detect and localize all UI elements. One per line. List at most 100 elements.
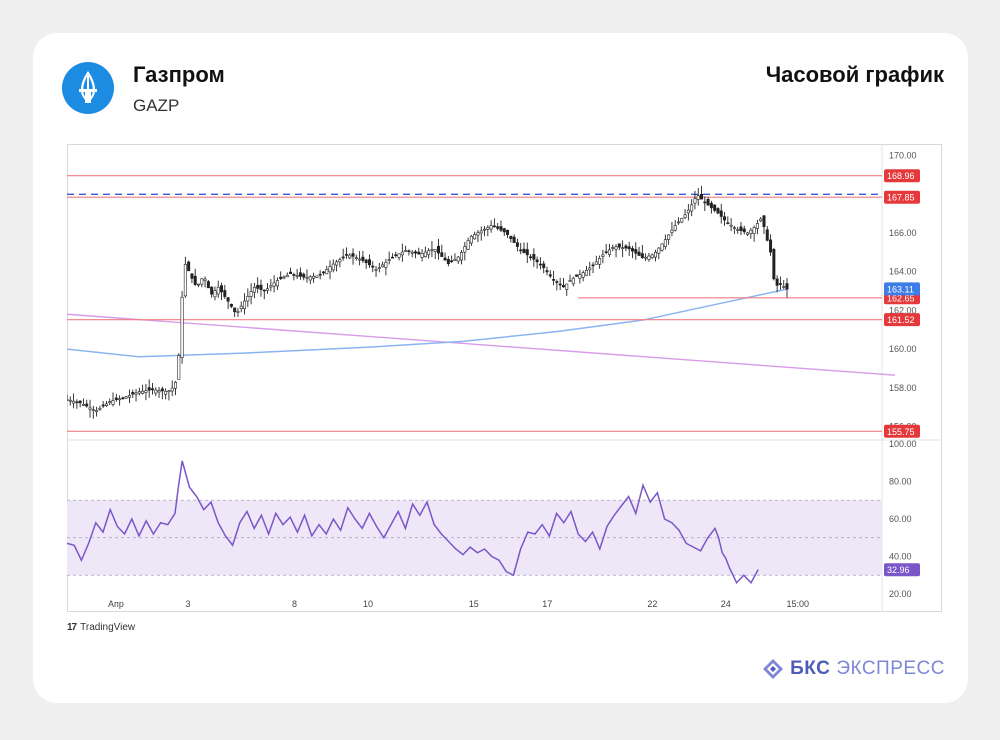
x-tick-label: 24: [721, 599, 731, 609]
candle-body: [348, 254, 352, 259]
candle-body: [223, 290, 227, 297]
candle-body: [440, 252, 444, 257]
candle-body: [739, 226, 743, 231]
candle-body: [552, 279, 556, 281]
rsi-last-label: 32.96: [887, 565, 910, 575]
company-name: Газпром: [133, 62, 225, 87]
candle-body: [466, 240, 470, 250]
candle-body: [197, 283, 201, 286]
candle-body: [690, 204, 694, 212]
candle-body: [67, 399, 69, 401]
candle-body: [693, 198, 697, 204]
last-price-label: 163.11: [887, 284, 914, 294]
candle-body: [479, 230, 483, 234]
candle-body: [308, 276, 312, 281]
candle-body: [164, 391, 168, 395]
x-tick-label: 17: [542, 599, 552, 609]
candle-body: [134, 392, 138, 395]
candle-body: [68, 399, 72, 402]
candle-body: [154, 389, 158, 394]
candle-body: [703, 201, 707, 204]
candle-body: [193, 275, 197, 285]
bks-logo-icon: [763, 659, 784, 679]
candle-body: [302, 273, 306, 278]
candle-body: [483, 228, 487, 231]
x-tick-label: 22: [647, 599, 657, 609]
x-tick-label: 10: [363, 599, 373, 609]
candle-body: [295, 275, 299, 277]
candle-body: [726, 222, 730, 225]
candle-body: [131, 392, 135, 395]
candle-body: [653, 251, 657, 258]
rsi-tick-label: 60.00: [889, 514, 912, 524]
candle-body: [367, 259, 371, 266]
candle-body: [529, 256, 533, 259]
candle-body: [256, 284, 260, 289]
candle-body: [621, 247, 625, 249]
candle-body: [657, 247, 661, 254]
candle-body: [489, 225, 493, 230]
candle-body: [81, 404, 85, 406]
candle-body: [696, 195, 700, 200]
candle-body: [279, 276, 283, 280]
candle-body: [782, 286, 786, 288]
tradingview-icon: 17: [67, 622, 77, 633]
candle-body: [371, 265, 375, 268]
price-tick-label: 158.00: [889, 383, 917, 393]
candle-body: [275, 280, 279, 287]
candle-body: [233, 307, 237, 313]
candle-body: [663, 239, 667, 247]
candle-body: [187, 261, 191, 272]
candle-body: [561, 284, 565, 288]
candle-body: [525, 249, 529, 256]
candle-body: [509, 235, 513, 239]
candle-body: [229, 303, 233, 307]
candle-body: [627, 246, 631, 250]
candle-body: [292, 274, 296, 276]
candle-body: [335, 261, 339, 266]
candle-body: [262, 289, 266, 292]
chart-title: Часовой график: [765, 62, 944, 87]
candle-body: [272, 282, 276, 287]
candle-body: [463, 246, 467, 253]
candle-body: [341, 256, 345, 259]
candle-body: [394, 254, 398, 257]
candle-body: [312, 275, 316, 279]
level-label-bg: [884, 169, 920, 183]
candle-body: [387, 259, 391, 261]
candle-body: [469, 235, 473, 244]
candle-body: [772, 249, 776, 280]
candle-body: [91, 409, 95, 411]
candle-body: [397, 253, 401, 258]
candle-body: [443, 257, 447, 261]
candle-body: [282, 276, 286, 279]
candle-body: [85, 403, 89, 407]
candle-body: [598, 258, 602, 265]
price-chart[interactable]: 170.00168.00166.00164.00162.00160.00158.…: [67, 144, 942, 612]
level-label: 168.96: [887, 171, 915, 181]
candle-body: [591, 264, 595, 267]
candle-body: [713, 204, 717, 211]
candle-body: [269, 285, 273, 288]
candle-body: [535, 259, 539, 263]
candle-body: [762, 215, 766, 228]
candle-body: [515, 242, 519, 247]
candle-body: [723, 216, 727, 221]
candle-body: [785, 283, 789, 290]
candle-body: [522, 248, 526, 253]
candle-body: [325, 269, 329, 275]
candle-body: [607, 249, 611, 255]
candle-body: [473, 234, 477, 240]
candle-body: [246, 296, 250, 302]
candle-body: [746, 232, 750, 235]
candle-body: [630, 248, 634, 252]
last-price-label-bg: [884, 282, 920, 296]
candle-body: [318, 273, 322, 276]
x-tick-label: 15:00: [787, 599, 810, 609]
candle-body: [502, 228, 506, 233]
candle-body: [190, 273, 194, 279]
candle-body: [354, 257, 358, 260]
candle-body: [667, 234, 671, 240]
candle-body: [680, 218, 684, 223]
candle-body: [364, 259, 368, 264]
